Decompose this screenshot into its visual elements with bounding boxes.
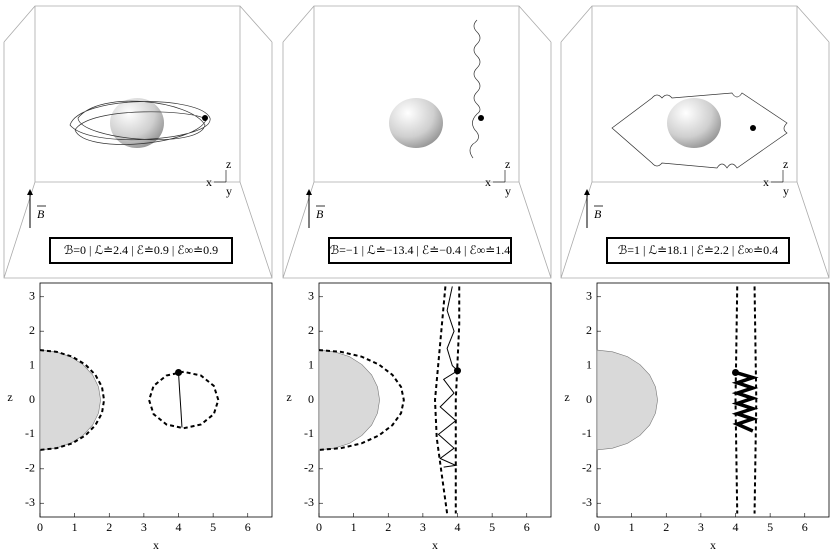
x-tick-label: 6 — [524, 520, 530, 534]
y-axis-label: z — [564, 390, 569, 404]
y-tick-label: 3 — [29, 289, 35, 303]
x-tick-label: 3 — [141, 520, 147, 534]
axis-label: y — [505, 184, 511, 198]
scene-box — [282, 5, 552, 279]
y-tick-label: 3 — [308, 289, 314, 303]
y-tick-label: 2 — [308, 323, 314, 337]
x-tick-label: 0 — [594, 520, 600, 534]
x-axis-label: x — [432, 538, 438, 552]
x-tick-label: 4 — [733, 520, 739, 534]
scene: xyz B ℬ=−1 | ℒ≐−13.4 | ℰ≐−0.4 | ℰ∞≐1.4 — [282, 5, 552, 279]
scene-label: ℬ=−1 | ℒ≐−13.4 | ℰ≐−0.4 | ℰ∞≐1.4 — [330, 243, 511, 257]
label-box — [49, 237, 233, 264]
y-tick-label: -3 — [304, 495, 314, 509]
y-tick-label: 3 — [586, 289, 592, 303]
curve — [178, 372, 183, 428]
x-axis-label: x — [153, 538, 159, 552]
sphere — [667, 98, 721, 148]
y-tick-label: 2 — [29, 323, 35, 337]
x-tick-label: 1 — [351, 520, 357, 534]
y-tick-label: 1 — [586, 357, 592, 371]
x-tick-label: 2 — [106, 520, 112, 534]
trajectory-3d — [469, 19, 481, 159]
x-tick-label: 3 — [420, 520, 426, 534]
sphere-section — [318, 349, 380, 451]
field-label: B — [316, 207, 324, 221]
x-tick-label: 1 — [72, 520, 78, 534]
y-tick-label: -2 — [25, 461, 35, 475]
x-tick-label: 6 — [245, 520, 251, 534]
sphere — [389, 98, 443, 148]
axis-label: y — [783, 184, 789, 198]
position-dot — [454, 367, 462, 375]
y-tick-label: 0 — [586, 392, 592, 406]
label-box — [606, 237, 790, 264]
position-dot — [175, 368, 183, 376]
x-tick-label: 5 — [210, 520, 216, 534]
axis-label: z — [226, 157, 231, 171]
trajectory-3d — [611, 92, 788, 169]
curve — [148, 370, 220, 430]
y-tick-label: 1 — [308, 357, 314, 371]
position-dot — [478, 115, 484, 121]
x-tick-label: 1 — [629, 520, 635, 534]
scene-box — [560, 5, 830, 279]
y-tick-label: 0 — [29, 392, 35, 406]
position-dot — [202, 115, 208, 121]
x-tick-label: 0 — [37, 520, 43, 534]
scene-label: ℬ=0 | ℒ≐2.4 | ℰ≐0.9 | ℰ∞≐0.9 — [64, 243, 218, 257]
scene-box — [3, 5, 273, 279]
x-tick-label: 4 — [176, 520, 182, 534]
sphere — [110, 98, 164, 148]
y-tick-label: -3 — [25, 495, 35, 509]
position-dot — [750, 125, 756, 131]
y-tick-label: 1 — [29, 357, 35, 371]
curve — [318, 349, 405, 451]
y-tick-label: -2 — [304, 461, 314, 475]
field-label: B — [37, 207, 45, 221]
y-axis-label: z — [7, 390, 12, 404]
axis-label: x — [763, 175, 769, 189]
x-tick-label: 2 — [663, 520, 669, 534]
axis-label: z — [783, 157, 788, 171]
curve — [454, 286, 461, 514]
x-tick-label: 6 — [802, 520, 808, 534]
x-tick-label: 4 — [455, 520, 461, 534]
y-tick-label: -1 — [582, 426, 592, 440]
x-tick-label: 0 — [316, 520, 322, 534]
curve — [433, 286, 449, 514]
position-dot — [732, 368, 740, 376]
curve — [734, 286, 739, 514]
curve — [753, 286, 758, 514]
axis-label: z — [505, 157, 510, 171]
curve — [731, 370, 759, 433]
scene: xyz B ℬ=1 | ℒ≐18.1 | ℰ≐2.2 | ℰ∞≐0.4 — [560, 5, 830, 279]
label-box — [328, 237, 512, 264]
curve — [437, 286, 459, 468]
sphere-section — [596, 349, 658, 451]
y-tick-label: -3 — [582, 495, 592, 509]
scene: xyz B ℬ=0 | ℒ≐2.4 | ℰ≐0.9 | ℰ∞≐0.9 — [3, 5, 273, 279]
y-axis-label: z — [286, 390, 291, 404]
axis-label: y — [226, 184, 232, 198]
y-tick-label: -1 — [25, 426, 35, 440]
axis-label: x — [485, 175, 491, 189]
x-tick-label: 5 — [767, 520, 773, 534]
axis-label: x — [206, 175, 212, 189]
field-label: B — [594, 207, 602, 221]
y-tick-label: 0 — [308, 392, 314, 406]
scene-label: ℬ=1 | ℒ≐18.1 | ℰ≐2.2 | ℰ∞≐0.4 — [618, 243, 778, 257]
y-tick-label: -2 — [582, 461, 592, 475]
x-axis-label: x — [710, 538, 716, 552]
x-tick-label: 5 — [489, 520, 495, 534]
x-tick-label: 2 — [385, 520, 391, 534]
y-tick-label: 2 — [586, 323, 592, 337]
x-tick-label: 3 — [698, 520, 704, 534]
y-tick-label: -1 — [304, 426, 314, 440]
